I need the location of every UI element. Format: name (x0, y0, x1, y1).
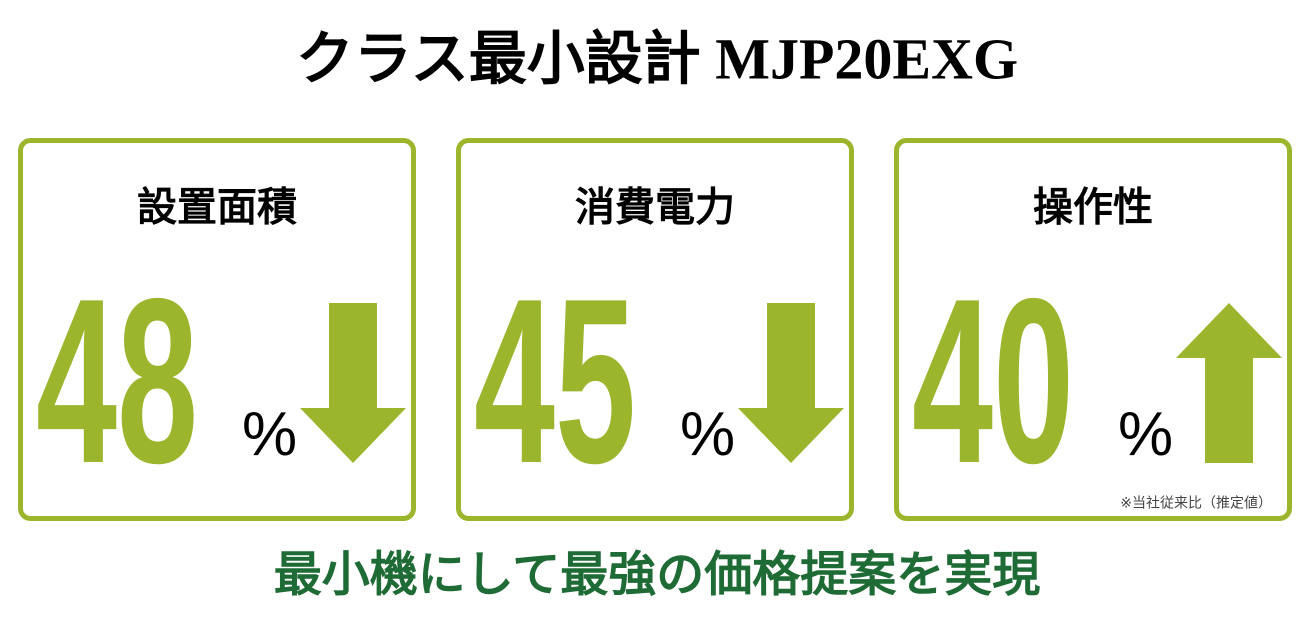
card-unit: % (1118, 400, 1173, 469)
card-unit: % (242, 400, 297, 469)
trend-arrow (1176, 303, 1282, 463)
card-value: 48 (36, 250, 198, 512)
card-frame (456, 138, 854, 521)
card-label: 消費電力 (575, 186, 735, 230)
card-unit: % (680, 400, 735, 469)
footer-text: 最小機にして最強の価格提案を実現 (274, 549, 1041, 602)
card-label: 操作性 (1033, 186, 1153, 230)
page-title: クラス最小設計 MJP20EXG (296, 26, 1018, 91)
card-label: 設置面積 (137, 186, 297, 230)
card-frame (18, 138, 416, 521)
card-value: 45 (474, 250, 636, 512)
card-value: 40 (912, 250, 1074, 512)
card-frame (894, 138, 1292, 521)
card-note: ※当社従来比（推定値） (1120, 495, 1272, 511)
trend-arrow (738, 303, 844, 463)
trend-arrow (300, 303, 406, 463)
